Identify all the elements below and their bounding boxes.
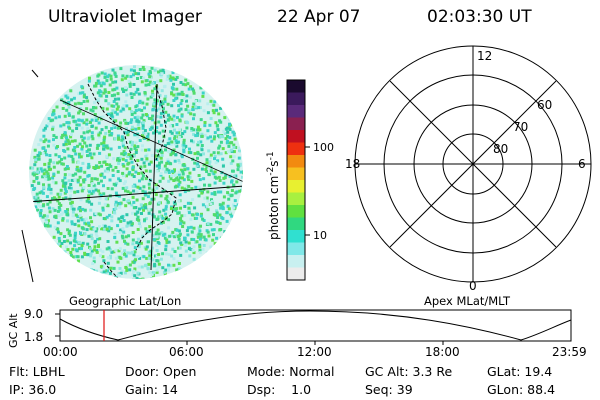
door-info: Door: Open xyxy=(125,364,197,379)
mode-info: Mode: Normal xyxy=(247,364,335,379)
time-tick-label: 12:00 xyxy=(297,345,332,359)
time-tick-label: 18:00 xyxy=(425,345,460,359)
mlat-label-60: 60 xyxy=(537,98,552,112)
time-tick-label: 06:00 xyxy=(169,345,204,359)
polar-mlt-plot xyxy=(354,45,592,283)
glat-info: GLat: 19.4 xyxy=(487,364,553,379)
mlt-label-6: 6 xyxy=(578,157,586,171)
mlt-label-18: 18 xyxy=(345,157,360,171)
colorbar-band xyxy=(287,167,305,181)
colorbar xyxy=(287,80,305,281)
colorbar-frame xyxy=(286,79,306,281)
colorbar-band xyxy=(287,267,305,281)
time-tick-label: 23:59 xyxy=(552,345,587,359)
geographic-label: Geographic Lat/Lon xyxy=(69,294,181,308)
longitude-line xyxy=(150,83,158,271)
colorbar-band xyxy=(287,130,305,143)
coastline xyxy=(87,83,177,251)
colorbar-tick-label: 100 xyxy=(313,141,334,154)
terminator-line xyxy=(59,99,243,183)
colorbar-band xyxy=(287,105,305,118)
colorbar-axis-label: photon cm-2s-1 xyxy=(266,151,281,240)
edge-marker xyxy=(21,229,34,283)
colorbar-band xyxy=(287,230,305,243)
colorbar-band xyxy=(287,255,305,268)
altitude-curve xyxy=(59,310,572,341)
colorbar-band xyxy=(287,217,305,231)
altitude-axis-label: GC Alt xyxy=(7,313,20,348)
edge-marker xyxy=(31,69,39,78)
seq-info: Seq: 39 xyxy=(365,382,413,397)
time-tick-label: 00:00 xyxy=(43,345,78,359)
altitude-tick-label: 1.8 xyxy=(24,330,43,344)
colorbar-tick-label: 10 xyxy=(313,229,327,242)
colorbar-band xyxy=(287,242,305,256)
time-label: 02:03:30 UT xyxy=(427,7,532,27)
coastline xyxy=(103,261,119,279)
gc-alt-info: GC Alt: 3.3 Re xyxy=(365,364,453,379)
colorbar-band xyxy=(287,80,305,93)
filter-info: Flt: LBHL xyxy=(9,364,65,379)
polar-diagonal xyxy=(389,80,557,248)
gain-info: Gain: 14 xyxy=(125,382,178,397)
glon-info: GLon: 88.4 xyxy=(487,382,556,397)
altitude-tick-label: 9.0 xyxy=(24,307,43,321)
colorbar-band xyxy=(287,192,305,206)
colorbar-band xyxy=(287,205,305,218)
instrument-title: Ultraviolet Imager xyxy=(48,7,202,27)
mlat-label-80: 80 xyxy=(493,142,508,156)
mlt-label-12: 12 xyxy=(477,49,492,63)
apex-label: Apex MLat/MLT xyxy=(424,294,511,308)
colorbar-band xyxy=(287,92,305,106)
colorbar-band xyxy=(287,117,305,131)
latitude-line xyxy=(29,185,243,203)
dsp-info: Dsp: 1.0 xyxy=(247,382,312,397)
date-label: 22 Apr 07 xyxy=(277,7,361,27)
coastline xyxy=(155,85,167,161)
ip-info: IP: 36.0 xyxy=(9,382,57,397)
mlt-label-0: 0 xyxy=(469,279,477,293)
colorbar-band xyxy=(287,142,305,156)
altitude-plot-frame xyxy=(59,309,572,342)
colorbar-band xyxy=(287,180,305,193)
mlat-label-70: 70 xyxy=(513,120,528,134)
colorbar-band xyxy=(287,155,305,168)
